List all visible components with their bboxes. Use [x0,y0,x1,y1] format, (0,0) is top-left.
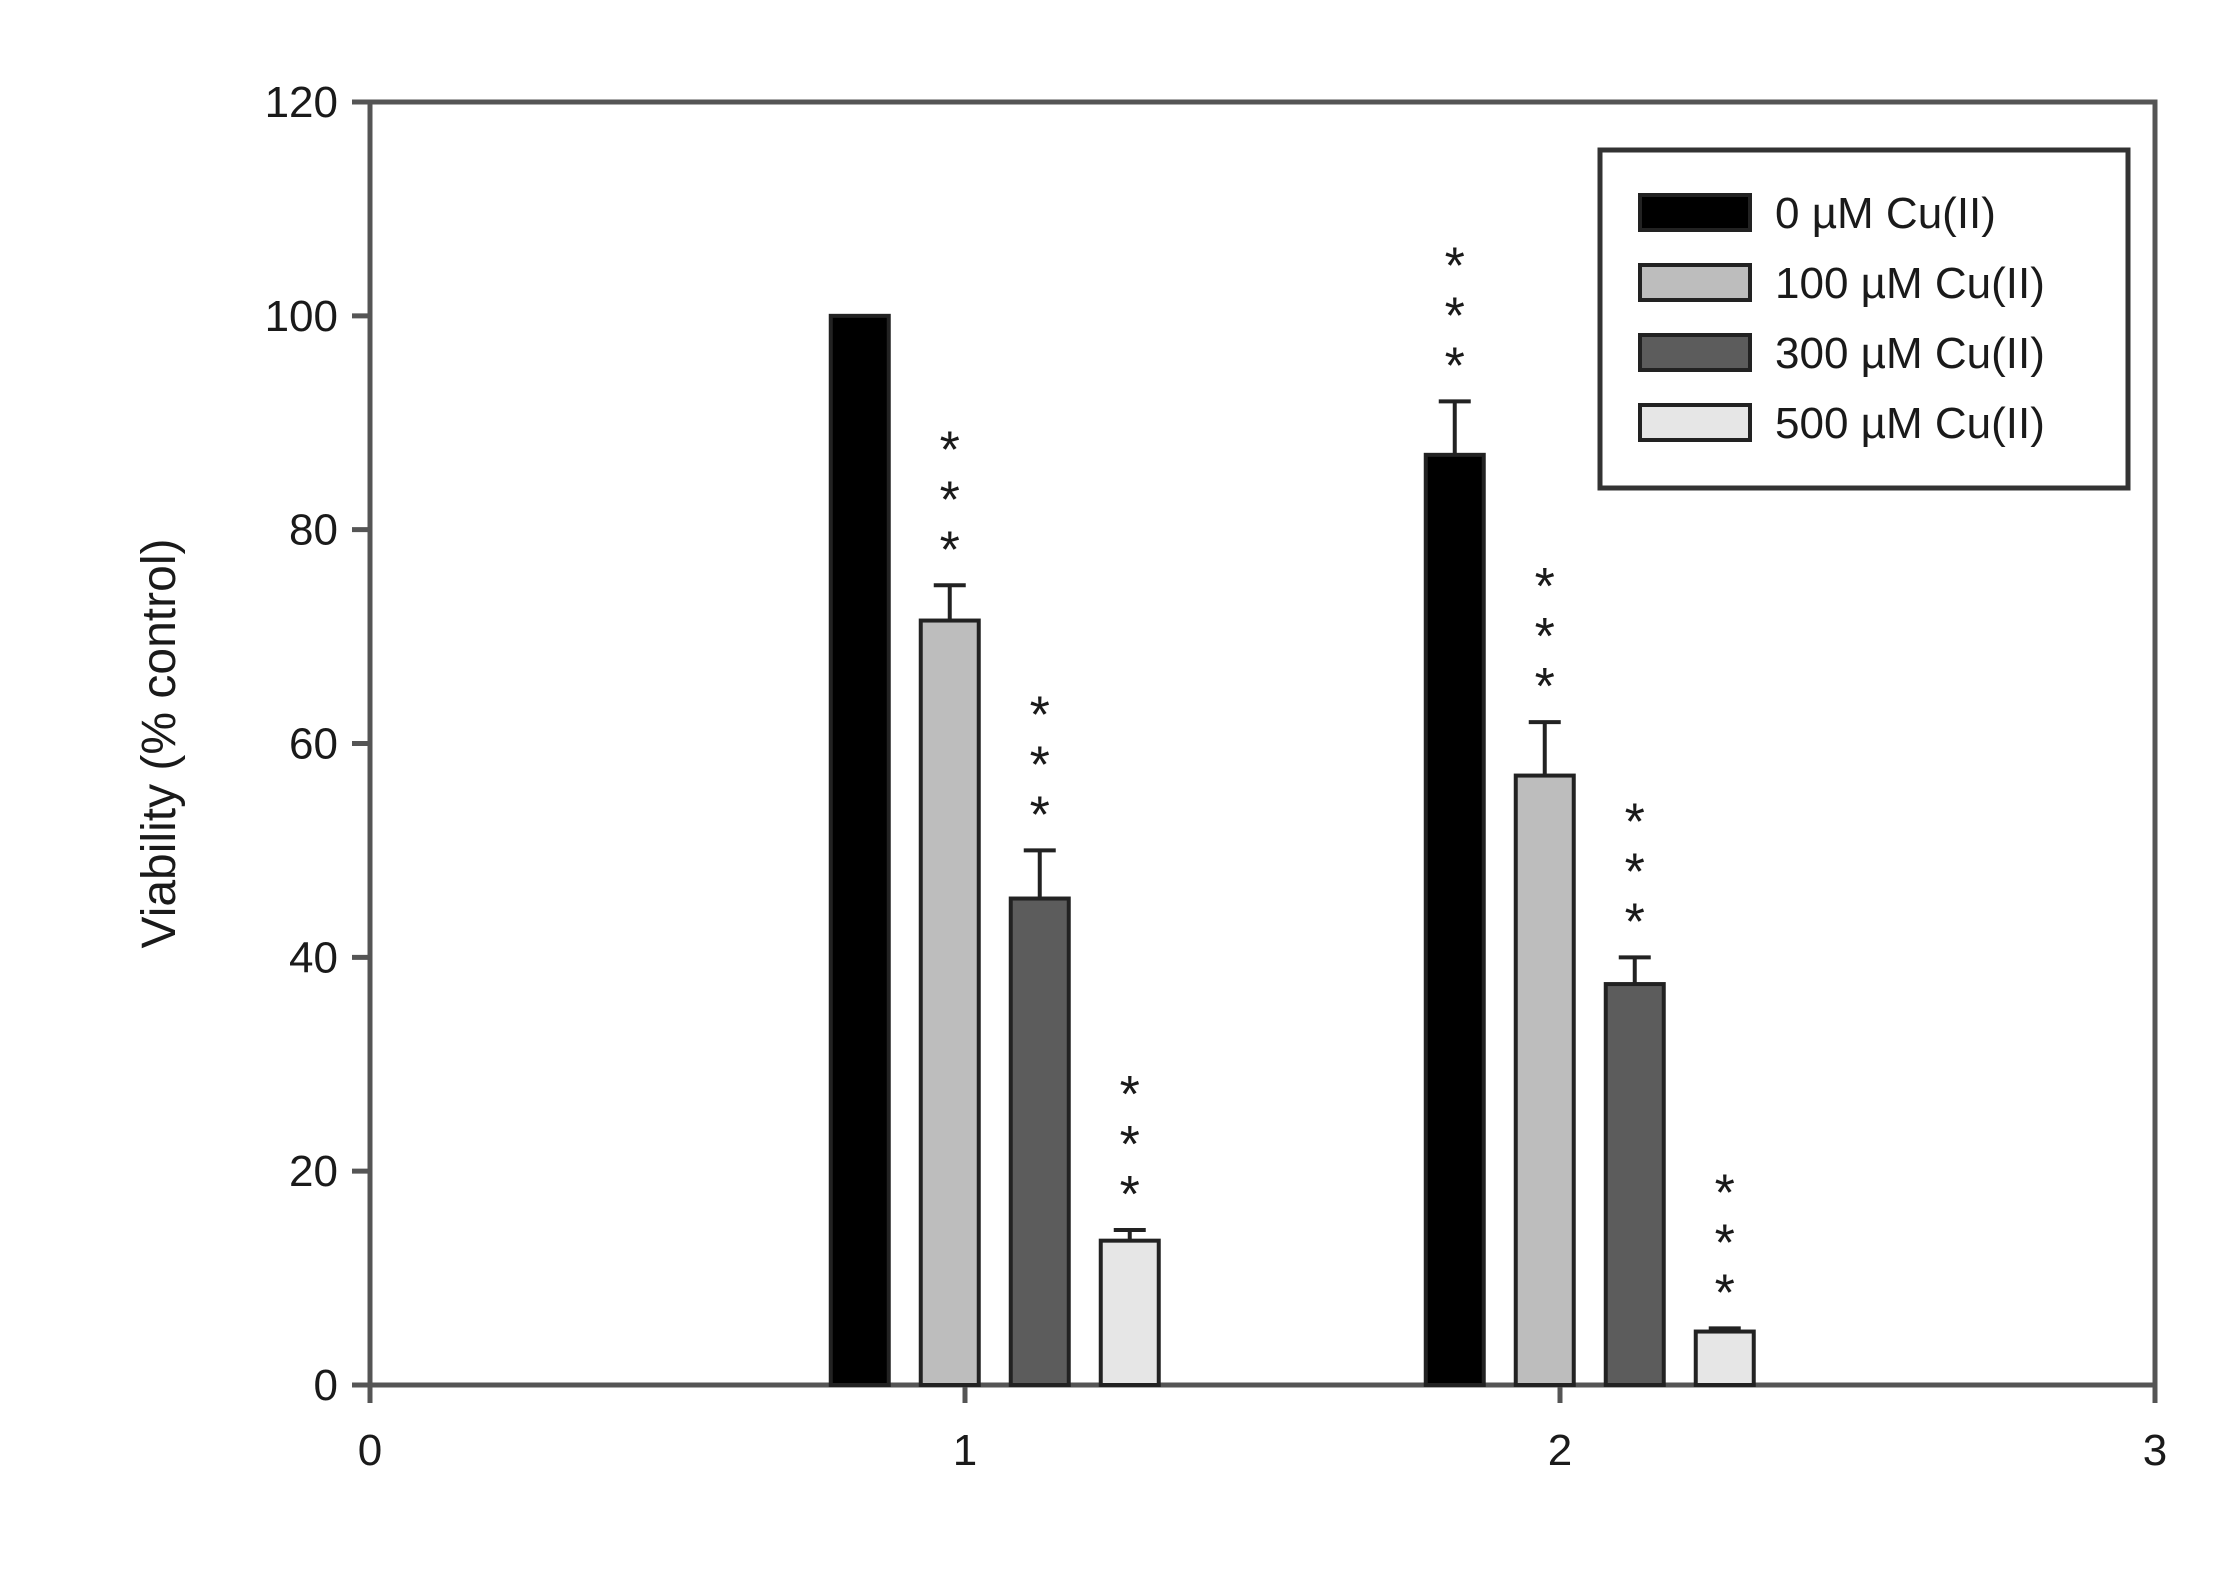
significance-marker: * [1030,786,1050,844]
y-tick-label: 40 [289,933,338,982]
significance-marker: * [1030,736,1050,794]
significance-marker: * [1535,558,1555,616]
bar [828,313,891,1387]
bar [1603,982,1666,1387]
significance-marker: * [1445,337,1465,395]
significance-marker: * [940,421,960,479]
legend-label: 300 µM Cu(II) [1775,329,2045,378]
significance-marker: * [1715,1214,1735,1272]
significance-marker: * [1715,1264,1735,1322]
legend-swatch [1638,403,1752,442]
significance-marker: * [1625,793,1645,851]
bar [1693,1329,1756,1387]
significance-marker: * [1120,1166,1140,1224]
bar [918,618,981,1387]
y-tick-label: 100 [265,292,338,341]
legend-label: 100 µM Cu(II) [1775,259,2045,308]
legend-swatch [1638,193,1752,232]
bar [1513,773,1576,1387]
bar [1008,896,1071,1387]
y-tick-label: 120 [265,78,338,127]
significance-marker: * [1535,658,1555,716]
significance-marker: * [1715,1164,1735,1222]
significance-marker: * [1030,686,1050,744]
significance-marker: * [1120,1116,1140,1174]
x-tick-label: 0 [358,1426,382,1475]
significance-marker: * [1445,237,1465,295]
legend-swatch [1638,263,1752,302]
bar [1423,452,1486,1387]
significance-marker: * [1625,893,1645,951]
significance-marker: * [1445,287,1465,345]
y-tick-label: 80 [289,506,338,555]
significance-marker: * [940,521,960,579]
bar [1098,1238,1161,1387]
legend-label: 500 µM Cu(II) [1775,399,2045,448]
x-tick-label: 1 [953,1426,977,1475]
x-tick-label: 2 [1548,1426,1572,1475]
significance-marker: * [940,471,960,529]
y-axis-title: Viability (% control) [133,539,186,949]
y-tick-label: 60 [289,720,338,769]
legend-label: 0 µM Cu(II) [1775,189,1996,238]
significance-marker: * [1625,843,1645,901]
legend-swatch [1638,333,1752,372]
y-tick-label: 20 [289,1147,338,1196]
significance-marker: * [1535,608,1555,666]
y-tick-label: 0 [314,1361,338,1410]
x-tick-label: 3 [2143,1426,2167,1475]
significance-marker: * [1120,1066,1140,1124]
